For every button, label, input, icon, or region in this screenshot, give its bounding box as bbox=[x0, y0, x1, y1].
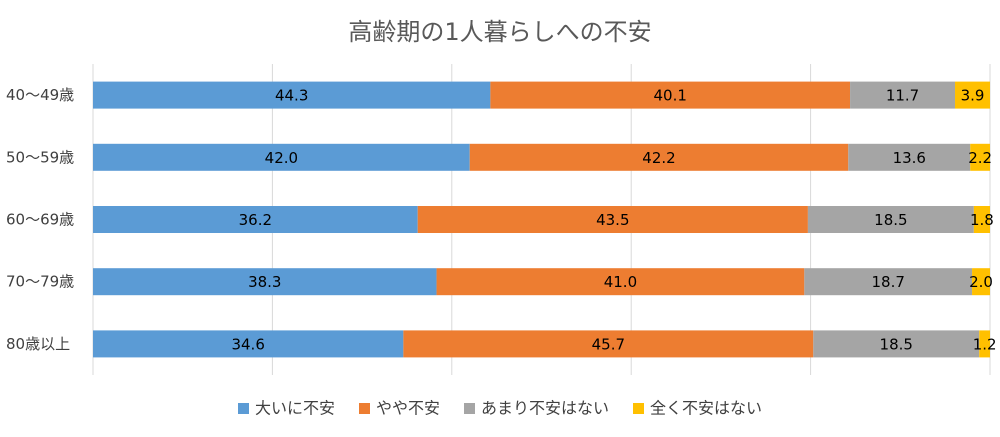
chart-title: 高齢期の1人暮らしへの不安 bbox=[348, 18, 651, 46]
bar-segment bbox=[979, 330, 990, 358]
legend-label: 大いに不安 bbox=[255, 399, 335, 418]
data-label: 2.0 bbox=[969, 273, 993, 291]
data-label: 1.2 bbox=[973, 335, 997, 353]
bar-segment bbox=[807, 206, 974, 233]
legend-swatch bbox=[464, 403, 475, 414]
category-labels: 40～49歳 50～59歳 60～69歳 70～79歳 80歳以上 bbox=[6, 86, 74, 353]
bar-segment bbox=[804, 268, 973, 296]
category-label: 70～79歳 bbox=[6, 273, 74, 291]
data-labels: 44.3 40.1 11.7 3.9 42.0 42.2 13.6 2.2 36.2 43.5 18… bbox=[231, 87, 996, 354]
data-label: 36.2 bbox=[239, 211, 272, 229]
data-label: 1.8 bbox=[970, 211, 994, 229]
data-label: 3.9 bbox=[961, 87, 985, 105]
bar-segment bbox=[93, 81, 491, 109]
bars bbox=[93, 81, 990, 358]
bar-segment bbox=[813, 330, 980, 358]
legend-label: 全く不安はない bbox=[650, 399, 762, 418]
data-label: 41.0 bbox=[604, 273, 637, 291]
category-label: 40～49歳 bbox=[6, 86, 74, 104]
bar-segment bbox=[490, 81, 851, 109]
data-label: 18.5 bbox=[874, 211, 907, 229]
data-label: 13.6 bbox=[893, 149, 926, 167]
data-label: 34.6 bbox=[231, 335, 264, 353]
bar-segment bbox=[93, 143, 470, 171]
bar-segment bbox=[436, 268, 805, 296]
legend-swatch bbox=[238, 403, 249, 414]
data-label: 38.3 bbox=[248, 273, 281, 291]
data-label: 43.5 bbox=[596, 211, 629, 229]
bar-segment bbox=[417, 206, 808, 233]
bar-segment bbox=[469, 143, 849, 171]
bar-segment bbox=[972, 268, 990, 296]
data-label: 11.7 bbox=[886, 87, 919, 105]
category-label: 60～69歳 bbox=[6, 211, 74, 229]
data-label: 42.0 bbox=[265, 149, 298, 167]
legend-swatch bbox=[633, 403, 644, 414]
bar-segment bbox=[850, 81, 956, 109]
data-label: 18.7 bbox=[871, 273, 904, 291]
data-label: 2.2 bbox=[968, 149, 992, 167]
data-label: 18.5 bbox=[880, 335, 913, 353]
legend-label: あまり不安はない bbox=[481, 399, 609, 418]
bar-segment bbox=[973, 206, 990, 233]
bar-segment bbox=[93, 206, 418, 233]
data-label: 45.7 bbox=[592, 335, 625, 353]
legend-swatch bbox=[359, 403, 370, 414]
bar-segment bbox=[955, 81, 990, 109]
bar-segment bbox=[93, 330, 404, 358]
bar-segment bbox=[93, 268, 437, 296]
category-label: 80歳以上 bbox=[6, 335, 70, 353]
legend-label: やや不安 bbox=[376, 399, 440, 418]
data-label: 44.3 bbox=[275, 87, 308, 105]
bar-segment bbox=[848, 143, 971, 171]
data-label: 40.1 bbox=[654, 87, 687, 105]
data-label: 42.2 bbox=[642, 149, 675, 167]
legend: 大いに不安 やや不安 あまり不安はない 全く不安はない bbox=[238, 399, 762, 418]
bar-segment bbox=[403, 330, 814, 358]
bar-segment bbox=[970, 143, 990, 171]
category-label: 50～59歳 bbox=[6, 148, 74, 166]
